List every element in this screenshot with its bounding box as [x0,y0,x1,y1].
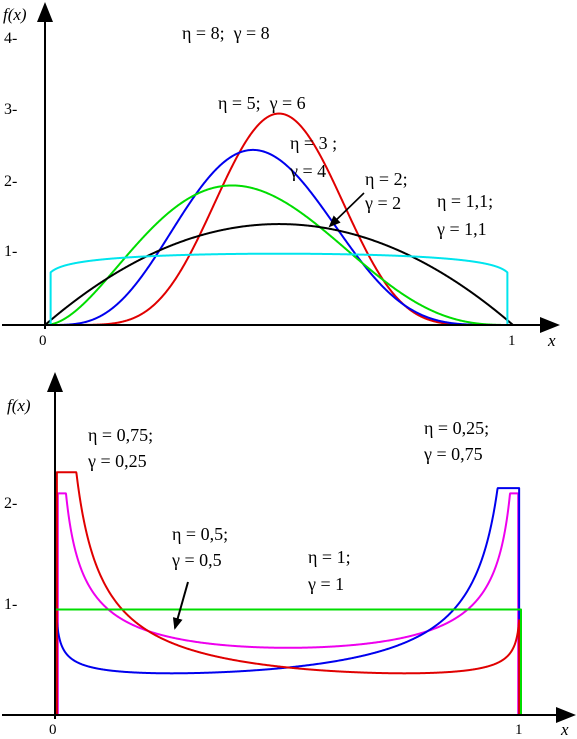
annotation-eta8-gamma8: η = 8; γ = 8 [182,23,270,43]
annotation-eta0-5-line1: η = 0,5; [172,524,228,544]
top-annotations: η = 8; γ = 8 η = 5; γ = 6 η = 3 ; γ = 4 … [182,23,493,239]
annotation-eta1-1-line1: η = 1,1; [437,191,493,211]
annotation-eta3-line1: η = 3 ; [290,133,337,153]
top-x-tick-label-0: 0 [39,333,47,349]
bottom-y-tick-label-2: 2- [4,495,17,512]
bottom-y-axis-title: f(x) [7,396,31,415]
annotation-eta1-1-line2: γ = 1,1 [436,219,487,239]
bottom-series-2-line [55,471,521,716]
bottom-series-3-line [54,608,522,716]
annotation-eta3-line2: γ = 4 [289,161,326,181]
top-y-tick-label-1: 1- [4,243,17,260]
bottom-x-axis-title: x [560,720,569,739]
annotation-eta0-5-line2: γ = 0,5 [171,550,222,570]
bottom-series-group [54,471,522,716]
top-y-tick-label-2: 2- [4,173,17,190]
top-y-tick-label-3: 3- [4,101,17,118]
annotation-eta2-line1: η = 2; [365,169,408,189]
annotation-eta2-arrow [328,192,365,228]
bottom-series-1-line [55,487,521,716]
bottom-annotations: η = 0,75; γ = 0,25 η = 0,25; γ = 0,75 η … [87,418,489,630]
top-series-4-line [49,252,509,326]
annotation-eta1-line2: γ = 1 [307,574,344,594]
annotation-eta5-gamma6: η = 5; γ = 6 [218,93,306,113]
annotation-eta0-75-line1: η = 0,75; [88,425,153,445]
bottom-y-tick-label-1: 1- [4,596,17,613]
top-series-3-line [44,223,514,326]
annotation-eta0-5-arrow [172,581,189,630]
annotation-eta0-25-line2: γ = 0,75 [423,444,483,464]
bottom-x-axis-arrow [556,707,576,723]
top-y-axis-title: f(x) [3,5,27,24]
top-chart: f(x) x 1- 2- 3- 4- 0 1 η = 8; γ = 8 η = … [2,2,560,350]
top-series-2-line [44,184,514,326]
bottom-chart: f(x) x 1- 2- 0 1 η = 0,75; γ = 0,25 η = … [2,372,576,739]
annotation-eta1-line1: η = 1; [308,547,351,567]
bottom-x-tick-label-0: 0 [49,722,57,738]
top-y-axis-arrow [37,2,53,22]
annotation-eta0-75-line2: γ = 0,25 [87,451,147,471]
annotation-eta0-25-line1: η = 0,25; [424,418,489,438]
top-y-tick-label-4: 4- [4,30,17,47]
bottom-x-tick-label-1: 1 [515,722,523,738]
top-x-axis-arrow [540,317,560,333]
bottom-y-axis-arrow [47,372,63,392]
top-x-axis-title: x [547,331,556,350]
bottom-series-0-line [56,492,520,716]
top-x-tick-label-1: 1 [508,333,516,349]
annotation-eta2-line2: γ = 2 [364,193,401,213]
